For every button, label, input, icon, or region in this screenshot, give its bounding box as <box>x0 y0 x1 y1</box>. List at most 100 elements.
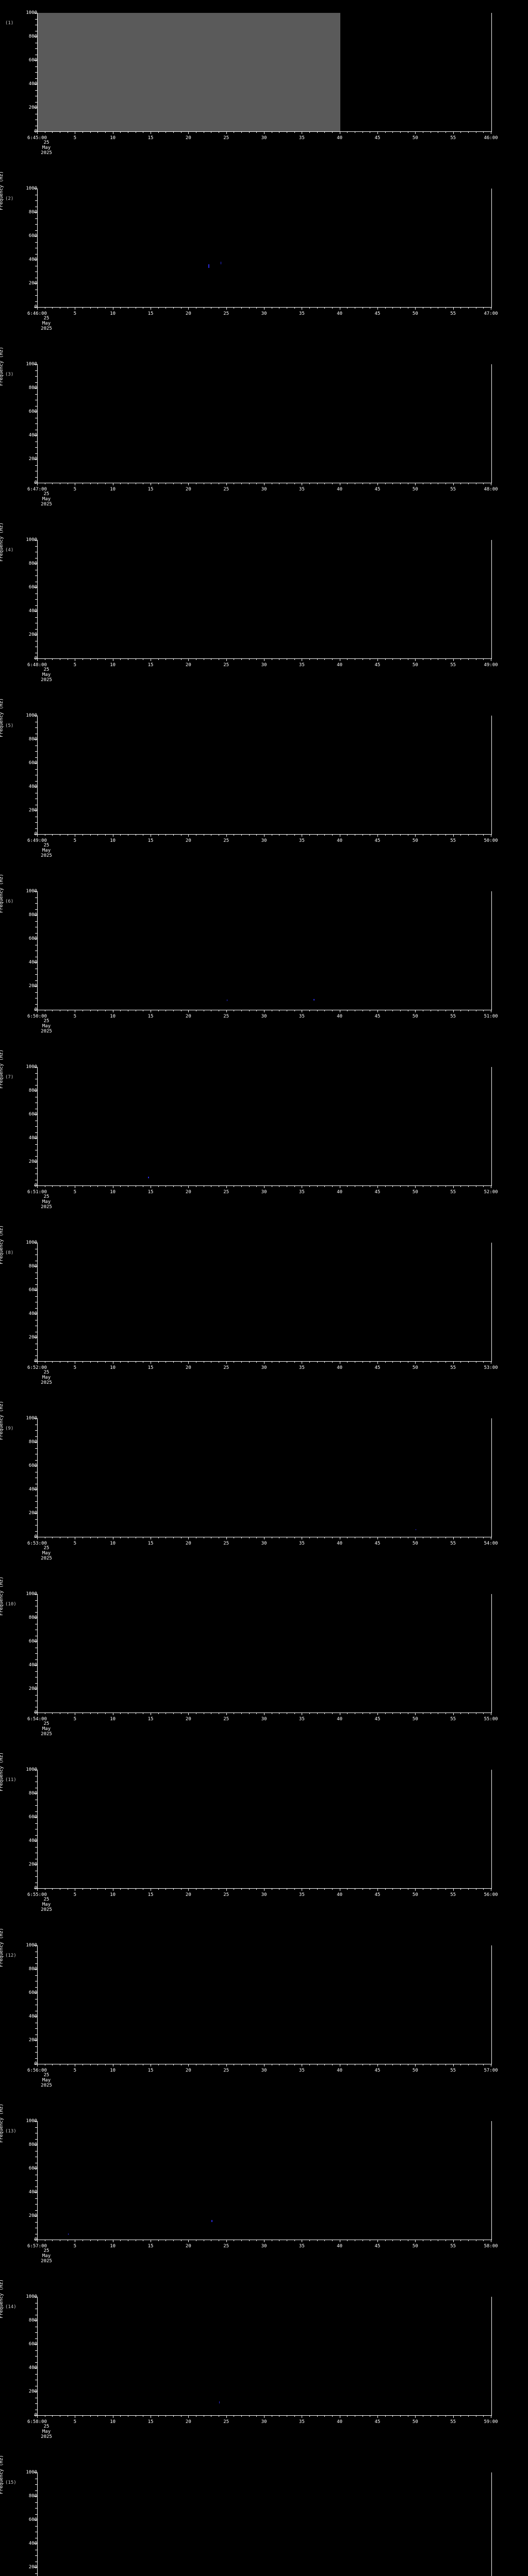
y-axis-ticks: 1000 800 600 400 200 0 <box>0 1416 37 1539</box>
y-minor-tick-mark <box>35 933 37 934</box>
x-tick-mark <box>226 2415 227 2418</box>
x-tick-mark <box>188 1185 189 1188</box>
x-tick-label: 25 <box>223 663 229 668</box>
x-minor-tick-mark <box>52 2240 53 2241</box>
x-tick-mark <box>264 834 265 837</box>
x-minor-tick-mark <box>90 2064 91 2065</box>
y-tick-label: 400 <box>28 2190 37 2195</box>
x-minor-tick-mark <box>309 131 310 133</box>
y-minor-tick-mark <box>35 2210 37 2211</box>
y-minor-tick-mark <box>35 2332 37 2333</box>
x-minor-tick-mark <box>173 1713 174 1714</box>
x-minor-tick-mark <box>158 1010 159 1011</box>
y-tick-mark <box>34 1641 37 1642</box>
plot-area <box>37 891 492 1010</box>
y-minor-tick-mark <box>35 1004 37 1005</box>
x-minor-tick-mark <box>468 307 469 309</box>
x-tick-label: 10 <box>110 838 116 843</box>
x-minor-tick-mark <box>362 834 363 836</box>
y-tick-label: 0 <box>3 832 37 837</box>
spectrogram-panel: (6)Frequency (Hz)100080060040020006:50:0… <box>0 878 528 1089</box>
x-minor-tick-mark <box>309 1185 310 1187</box>
x-tick-label: 55 <box>450 487 456 492</box>
x-minor-tick-mark <box>105 1361 106 1363</box>
x-tick-mark <box>377 2064 378 2066</box>
y-tick-mark <box>34 1337 37 1338</box>
x-tick-label: 40 <box>337 1541 343 1546</box>
x-tick-mark <box>188 658 189 661</box>
x-minor-tick-mark <box>309 307 310 309</box>
x-minor-tick-mark <box>385 131 386 133</box>
y-minor-tick-mark <box>35 423 37 424</box>
y-minor-tick-mark <box>35 1436 37 1437</box>
x-minor-tick-mark <box>82 1010 83 1011</box>
y-tick-label: 1000 <box>26 1591 37 1597</box>
x-tick-label: 6:45:00 <box>27 135 47 141</box>
x-minor-tick-mark <box>52 1185 53 1187</box>
y-axis-ticks: 1000 800 600 400 200 0 <box>0 714 37 837</box>
x-tick-label: 50 <box>412 663 418 668</box>
x-minor-tick-mark <box>158 1185 159 1187</box>
x-minor-tick-mark <box>173 307 174 309</box>
x-tick-label: 6:55:00 <box>27 1892 47 1897</box>
x-minor-tick-mark <box>52 1361 53 1363</box>
x-tick-label: 50:00 <box>484 838 498 843</box>
x-tick-label: 5 <box>73 1014 77 1019</box>
x-minor-tick-mark <box>468 834 469 836</box>
date-line: May <box>42 1902 51 1907</box>
x-minor-tick-mark <box>90 307 91 309</box>
x-tick-label: 6:56:00 <box>27 2068 47 2073</box>
y-tick-mark <box>34 1185 37 1186</box>
x-minor-tick-mark <box>347 1537 348 1538</box>
x-minor-tick-mark <box>324 1888 325 1890</box>
x-tick-mark <box>264 658 265 661</box>
x-minor-tick-mark <box>347 1361 348 1363</box>
y-minor-tick-mark <box>35 218 37 219</box>
x-minor-tick-mark <box>362 2064 363 2065</box>
y-minor-tick-mark <box>35 2046 37 2047</box>
date-line: May <box>42 2429 51 2434</box>
x-tick-label: 55 <box>450 1892 456 1897</box>
x-minor-tick-mark <box>90 1713 91 1714</box>
x-minor-tick-mark <box>82 658 83 660</box>
x-tick-label: 30 <box>261 838 267 843</box>
x-tick-label: 30 <box>261 663 267 668</box>
x-tick-mark <box>264 2064 265 2066</box>
x-tick-mark <box>415 2240 416 2242</box>
y-minor-tick-mark <box>35 477 37 478</box>
y-axis-ticks: 1000 800 600 400 200 0 <box>0 1065 37 1188</box>
x-minor-tick-mark <box>173 1185 174 1187</box>
x-minor-tick-mark <box>173 1010 174 1011</box>
y-minor-tick-mark <box>35 2403 37 2404</box>
x-minor-tick-mark <box>82 307 83 309</box>
date-line: 25 <box>43 492 50 497</box>
y-minor-tick-mark <box>35 921 37 922</box>
y-minor-tick-mark <box>35 1694 37 1696</box>
y-tick-mark <box>34 587 37 588</box>
x-minor-tick-mark <box>249 307 250 309</box>
x-tick-label: 50 <box>412 2068 418 2073</box>
y-minor-tick-mark <box>35 745 37 746</box>
x-minor-tick-mark <box>385 2415 386 2417</box>
y-tick-label: 800 <box>28 1439 37 1445</box>
x-tick-label: 57:00 <box>484 2068 498 2073</box>
x-tick-label: 25 <box>223 2068 229 2073</box>
spectrogram-panel: (14)Frequency (Hz)100080060040020006:58:… <box>0 2284 528 2494</box>
y-minor-tick-mark <box>35 1671 37 1672</box>
y-minor-tick-mark <box>35 897 37 898</box>
x-minor-tick-mark <box>324 307 325 309</box>
panel-index-label: (15) <box>5 2480 16 2485</box>
x-tick-label: 30 <box>261 1014 267 1019</box>
y-tick-label: 200 <box>28 1511 37 1516</box>
x-minor-tick-mark <box>324 2240 325 2241</box>
plot-canvas <box>38 2297 491 2415</box>
date-line: May <box>42 2253 51 2259</box>
x-tick-label: 40 <box>337 2068 343 2073</box>
x-minor-tick-mark <box>400 307 401 309</box>
y-tick-label: 800 <box>28 1615 37 1620</box>
x-minor-tick-mark <box>400 2240 401 2241</box>
x-tick-label: 6:46:00 <box>27 311 47 316</box>
y-tick-label: 400 <box>28 784 37 789</box>
y-tick-label: 800 <box>28 1791 37 1796</box>
x-tick-label: 47:00 <box>484 311 498 316</box>
